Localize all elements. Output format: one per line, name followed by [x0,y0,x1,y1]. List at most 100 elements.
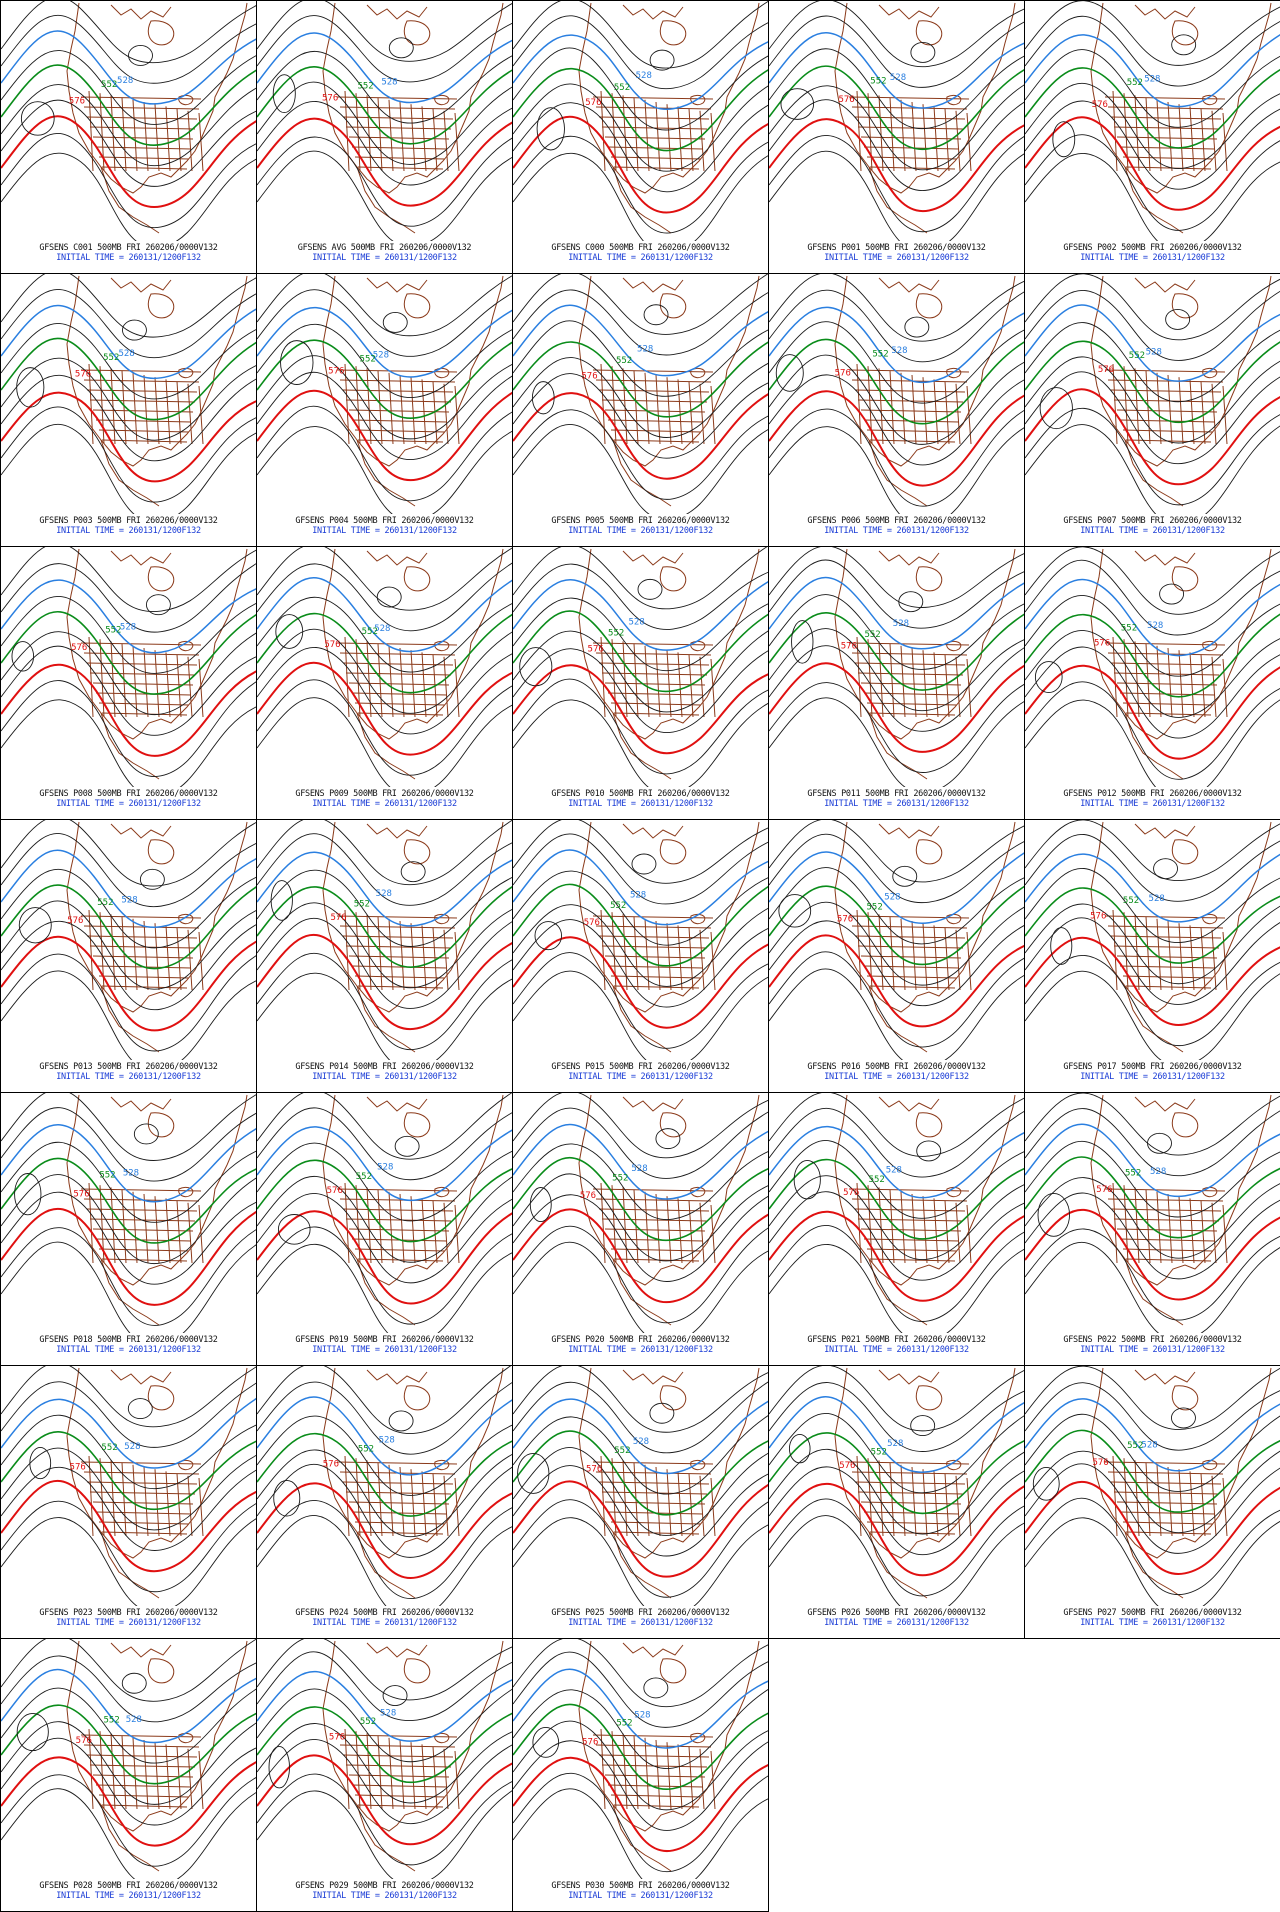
contour-line [513,1447,768,1536]
panel-caption-initial-time: INITIAL TIME = 260131/1200F132 [56,253,201,263]
panel-caption-title: GFSENS P015 500MB FRI 260206/0000V132 [551,1062,730,1072]
coastline-and-borders [66,2,248,234]
panel-caption-initial-time: INITIAL TIME = 260131/1200F132 [312,1345,457,1355]
contour-line [257,1463,512,1558]
contour-label-528: 528 [376,889,392,899]
contour-552 [769,1158,1024,1240]
contour-line [1025,1,1280,66]
contour-label-552: 552 [1127,1441,1143,1451]
contour-label-528: 528 [1141,1440,1157,1450]
ensemble-member-panel-c000: 528 552 576 GFSENS C000 500MB FRI 260206/00… [512,0,769,274]
panel-caption-title: GFSENS P029 500MB FRI 260206/0000V132 [295,1881,474,1891]
contour-line [257,562,512,632]
panel-caption-title: GFSENS P016 500MB FRI 260206/0000V132 [807,1062,986,1072]
contour-label-552: 552 [103,1716,119,1726]
contour-576 [1,1756,256,1847]
contour-528 [1,1124,256,1203]
panel-caption-initial-time: INITIAL TIME = 260131/1200F132 [568,1345,713,1355]
contour-line [1025,868,1280,943]
contour-line [1025,954,1280,1046]
contour-line [1025,1366,1280,1430]
contour-line [1,374,256,462]
contour-line [1,357,256,441]
contour-line [1025,595,1280,677]
contour-552 [769,338,1024,425]
contour-line [513,970,768,1060]
contour-552 [257,1159,512,1243]
contour-552 [257,1432,512,1517]
panel-caption-initial-time: INITIAL TIME = 260131/1200F132 [824,1618,969,1628]
contour-label-528: 528 [380,1709,396,1719]
panel-caption-initial-time: INITIAL TIME = 260131/1200F132 [56,1891,201,1901]
contour-line [257,50,512,124]
contour-label-528: 528 [124,1442,140,1452]
geopotential-height-contours [513,1366,768,1606]
contour-label-576: 576 [1098,365,1114,375]
contour-line [1,920,256,1011]
contour-line [1,699,256,787]
contour-line [769,951,1024,1048]
geopotential-height-contours [1,820,256,1060]
contour-line [1,1,256,64]
contour-line [257,628,512,714]
ensemble-member-panel-p007: 528 552 576 GFSENS P007 500MB FRI 260206/00… [1024,273,1280,547]
panel-caption-initial-time: INITIAL TIME = 260131/1200F132 [824,526,969,536]
contour-line [513,47,768,131]
coastline-and-borders [66,1640,248,1872]
ensemble-member-panel-p022: 528 552 576 GFSENS P022 500MB FRI 260206/00… [1024,1092,1280,1366]
panel-caption-initial-time: INITIAL TIME = 260131/1200F132 [1080,526,1225,536]
contour-line [769,274,1024,342]
contour-line [769,1093,1024,1157]
contour-line [1025,371,1280,465]
contour-line [257,1688,512,1763]
ensemble-member-panel-p024: 528 552 576 GFSENS P024 500MB FRI 260206/00… [256,1365,513,1639]
contour-528 [1,849,256,929]
panel-caption-initial-time: INITIAL TIME = 260131/1200F132 [824,799,969,809]
ensemble-member-panel-p014: 528 552 576 GFSENS P014 500MB FRI 260206/00… [256,819,513,1093]
contour-label-576: 576 [841,641,857,651]
ensemble-member-panel-p029: 528 552 576 GFSENS P029 500MB FRI 260206/00… [256,1638,513,1912]
contour-line [1025,1192,1280,1280]
contour-552 [513,341,768,418]
contour-line [513,1788,768,1879]
panel-caption-initial-time: INITIAL TIME = 260131/1200F132 [568,1891,713,1901]
contour-line [1025,646,1280,739]
contour-label-576: 576 [1094,638,1110,648]
contour-line [513,1689,768,1769]
contour-528 [513,1123,768,1200]
panel-caption-initial-time: INITIAL TIME = 260131/1200F132 [312,253,457,263]
contour-line [513,424,768,514]
contour-label-528: 528 [891,346,907,356]
contour-line [1025,100,1280,190]
contour-line [257,274,512,337]
ensemble-member-panel-p011: 528 552 576 GFSENS P011 500MB FRI 260206/00… [768,546,1025,820]
contour-576 [1025,1481,1280,1575]
contour-528 [1,304,256,380]
contour-line [513,919,768,1008]
contour-label-552: 552 [614,83,630,93]
contour-528 [769,576,1024,650]
contour-label-528: 528 [637,344,653,354]
contour-line [513,1381,768,1454]
coastline-and-borders [1090,275,1272,507]
contour-label-528: 528 [381,77,397,87]
contour-line [257,1381,512,1455]
contour-label-552: 552 [1123,896,1139,906]
coastline-and-borders [1090,1094,1272,1326]
coastline-and-borders [322,821,504,1053]
ensemble-member-panel-c001: 528 552 576 GFSENS C001 500MB FRI 260206/00… [0,0,257,274]
coastline-and-borders [322,275,504,507]
contour-line [513,630,768,713]
contour-line [769,1466,1024,1555]
contour-label-576: 576 [1092,1458,1108,1468]
geopotential-height-contours [513,274,768,514]
panel-caption-title: GFSENS C001 500MB FRI 260206/0000V132 [39,243,218,253]
geopotential-height-contours [257,1093,512,1333]
contour-line [257,972,512,1060]
coastline-and-borders [66,548,248,780]
contour-line [1,1774,256,1867]
